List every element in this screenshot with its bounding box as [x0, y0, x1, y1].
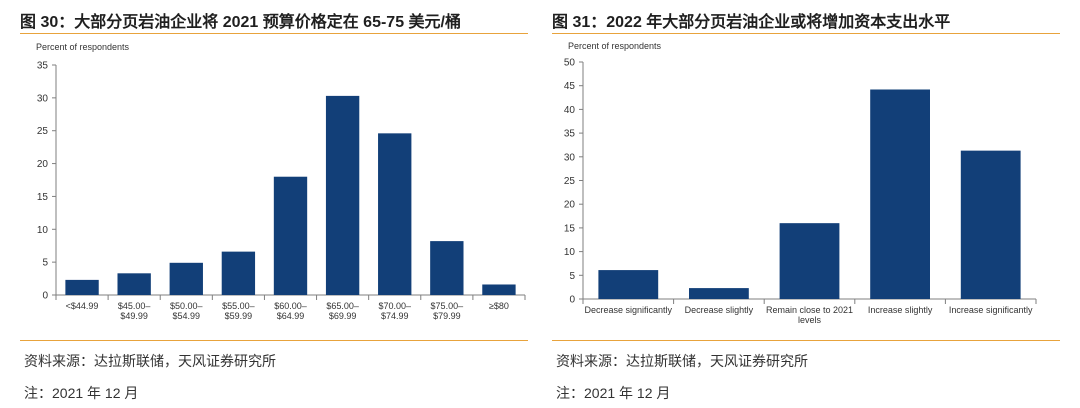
x-tick-label: ≥$80 — [489, 301, 509, 311]
figure-30-source: 资料来源：达拉斯联储，天风证券研究所 — [24, 353, 276, 369]
bar — [169, 262, 203, 295]
figure-31-note: 注：2021 年 12 月 — [556, 385, 671, 401]
x-tick-label: Decrease slightly — [685, 305, 754, 315]
figure-30-note: 注：2021 年 12 月 — [24, 385, 139, 401]
y-tick-label: 25 — [37, 126, 49, 137]
bar — [482, 284, 516, 295]
x-tick-label: $55.00– $59.99 — [222, 301, 255, 321]
y-tick-label: 15 — [37, 192, 49, 203]
bar — [960, 150, 1021, 299]
bar — [598, 270, 659, 299]
source-rule — [20, 340, 528, 341]
y-tick-label: 40 — [564, 105, 576, 116]
bar — [273, 176, 308, 295]
x-tick-label: Decrease significantly — [585, 305, 673, 315]
capex-change-bar-chart: Percent of respondents 0 5 10 15 20 25 30 35 40 45… — [564, 41, 1037, 325]
figure-31-source: 资料来源：达拉斯联储，天风证券研究所 — [556, 353, 808, 369]
y-tick-label: 30 — [564, 152, 576, 163]
y-tick-label: 30 — [37, 93, 49, 104]
y-tick-label: 0 — [569, 295, 575, 306]
figure-31-panel: 图 31：2022 年大部分页岩油企业或将增加资本支出水平 Percent of… — [552, 0, 1060, 408]
y-tick-label: 20 — [37, 159, 49, 170]
y-tick-label: 10 — [564, 247, 576, 258]
y-axis-label: Percent of respondents — [36, 42, 130, 52]
y-tick-label: 5 — [569, 271, 575, 282]
x-tick-label: $45.00– $49.99 — [118, 301, 151, 321]
x-tick-label: $65.00– $69.99 — [326, 301, 359, 321]
y-tick-label: 5 — [42, 258, 48, 269]
y-tick-label: 25 — [564, 176, 576, 187]
bar — [378, 133, 412, 295]
title-rule — [20, 33, 528, 34]
title-rule — [552, 33, 1060, 34]
bar — [325, 95, 360, 295]
y-tick-label: 20 — [564, 200, 576, 211]
y-tick-label: 15 — [564, 223, 576, 234]
budget-price-bar-chart: Percent of respondents 0 5 10 15 20 25 30 35 <$44… — [36, 42, 526, 321]
y-tick-label: 35 — [564, 129, 576, 140]
y-axis-label: Percent of respondents — [568, 41, 662, 51]
bar — [117, 273, 151, 295]
bar — [65, 279, 99, 295]
bar — [221, 251, 256, 295]
x-tick-label: $50.00– $54.99 — [170, 301, 203, 321]
y-tick-label: 50 — [564, 58, 576, 69]
x-tick-label: $60.00– $64.99 — [274, 301, 307, 321]
y-tick-label: 0 — [42, 291, 48, 302]
bar — [870, 89, 930, 299]
bar — [689, 288, 749, 299]
figure-31-title: 图 31：2022 年大部分页岩油企业或将增加资本支出水平 — [552, 14, 951, 31]
y-tick-label: 10 — [37, 225, 49, 236]
y-tick-label: 45 — [564, 81, 576, 92]
x-tick-label: <$44.99 — [66, 301, 99, 311]
bar — [430, 241, 464, 295]
y-tick-label: 35 — [37, 61, 49, 72]
x-tick-label: Increase slightly — [868, 305, 933, 315]
figure-30-panel: 图 30：大部分页岩油企业将 2021 预算价格定在 65-75 美元/桶 Pe… — [20, 0, 528, 408]
x-tick-label: $75.00– $79.99 — [431, 301, 464, 321]
bar — [779, 223, 840, 299]
x-tick-label: Remain close to 2021 levels — [766, 305, 853, 325]
figure-30-title: 图 30：大部分页岩油企业将 2021 预算价格定在 65-75 美元/桶 — [20, 14, 461, 31]
source-rule — [552, 340, 1060, 341]
x-tick-label: Increase significantly — [949, 305, 1033, 315]
x-tick-label: $70.00– $74.99 — [378, 301, 411, 321]
